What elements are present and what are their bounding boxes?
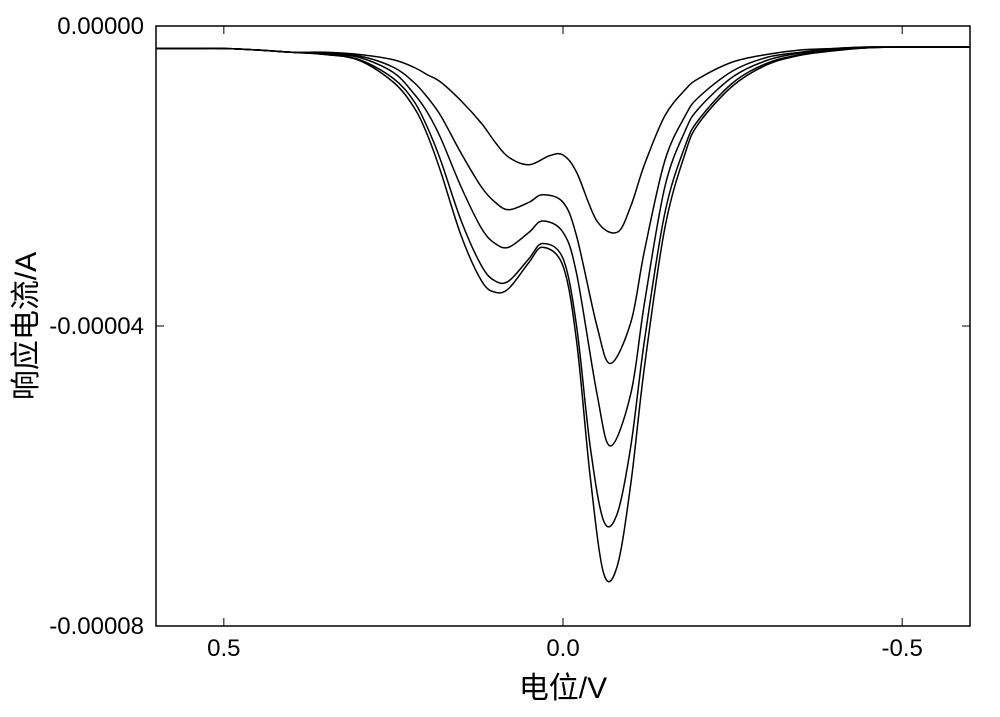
y-axis-label: 响应电流/A [10, 252, 43, 400]
x-tick-label: 0.5 [207, 635, 240, 662]
x-tick-label: 0.0 [546, 635, 579, 662]
y-tick-label: -0.00008 [49, 613, 144, 640]
x-axis-label: 电位/V [519, 672, 607, 705]
curve1 [156, 47, 970, 233]
y-tick-label: -0.00004 [49, 313, 144, 340]
curve5 [156, 47, 970, 582]
plot-frame [156, 26, 970, 626]
y-tick-label: 0.00000 [57, 13, 144, 40]
chart-container: 0.5 0.0 -0.5 0.00000 -0.00004 -0.00008 电位/V 响应电… [0, 0, 1000, 717]
curve4 [156, 47, 970, 527]
x-tick-label: -0.5 [881, 635, 922, 662]
voltammogram-chart: 0.5 0.0 -0.5 0.00000 -0.00004 -0.00008 电位/V 响应电… [0, 0, 1000, 717]
curve3 [156, 47, 970, 446]
curve2 [156, 47, 970, 364]
